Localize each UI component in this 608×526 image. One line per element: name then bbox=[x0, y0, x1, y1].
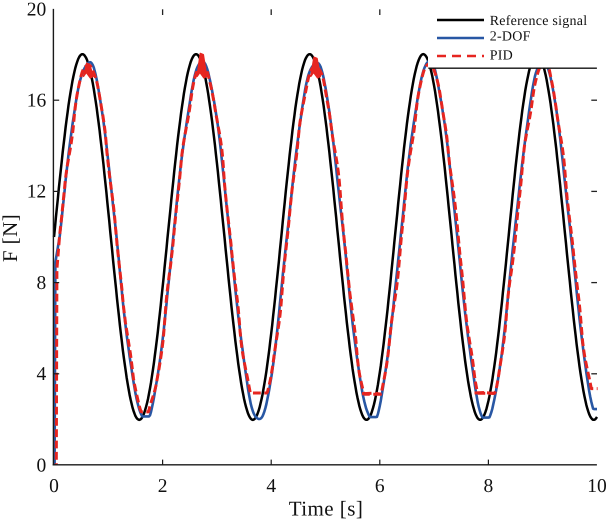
svg-text:4: 4 bbox=[37, 364, 47, 385]
svg-text:2: 2 bbox=[158, 476, 168, 497]
svg-text:8: 8 bbox=[484, 476, 494, 497]
svg-text:F [N]: F [N] bbox=[0, 214, 22, 262]
svg-text:Time [s]: Time [s] bbox=[289, 497, 364, 521]
svg-text:6: 6 bbox=[375, 476, 385, 497]
svg-text:12: 12 bbox=[27, 182, 47, 203]
svg-text:0: 0 bbox=[49, 476, 59, 497]
svg-text:10: 10 bbox=[587, 476, 607, 497]
svg-text:2-DOF: 2-DOF bbox=[490, 30, 531, 45]
svg-text:0: 0 bbox=[37, 455, 47, 476]
svg-text:16: 16 bbox=[27, 91, 47, 112]
svg-text:Reference signal: Reference signal bbox=[490, 14, 588, 29]
svg-text:20: 20 bbox=[27, 0, 47, 20]
svg-text:8: 8 bbox=[37, 273, 47, 294]
svg-text:PID: PID bbox=[490, 49, 513, 64]
svg-text:4: 4 bbox=[266, 476, 276, 497]
